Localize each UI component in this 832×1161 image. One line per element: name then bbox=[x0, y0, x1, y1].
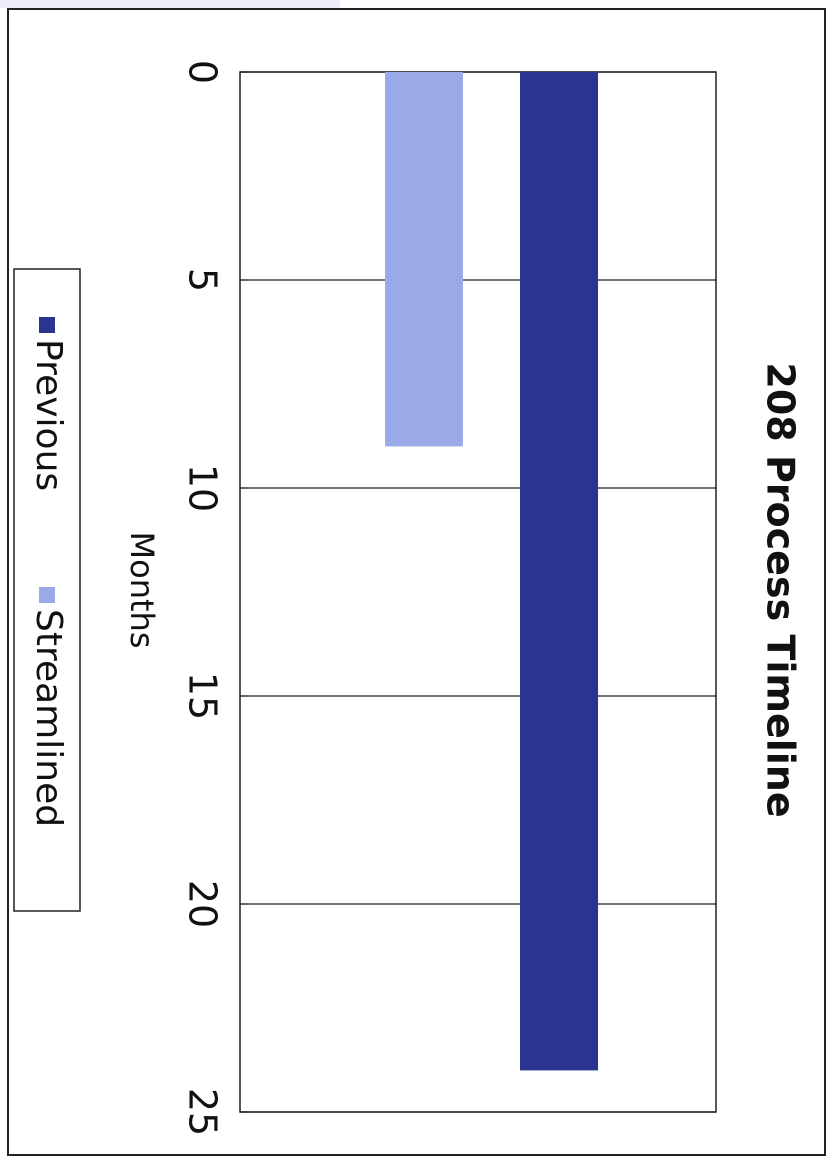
plot-area bbox=[239, 71, 717, 1113]
axis-title: Months bbox=[123, 532, 161, 649]
y-tick-label: 5 bbox=[181, 268, 225, 292]
bar bbox=[385, 72, 463, 447]
legend-swatch bbox=[39, 317, 55, 333]
legend: Previous Streamlined bbox=[13, 268, 81, 912]
y-tick-label: 25 bbox=[181, 1088, 225, 1136]
legend-swatch bbox=[39, 587, 55, 603]
chart-title: 208 Process Timeline bbox=[759, 362, 803, 817]
y-tick-label: 0 bbox=[181, 60, 225, 84]
y-tick-label: 20 bbox=[181, 880, 225, 928]
legend-label: Previous bbox=[28, 339, 69, 491]
y-tick-label: 15 bbox=[181, 672, 225, 720]
legend-label: Streamlined bbox=[28, 609, 69, 827]
bar bbox=[520, 72, 598, 1071]
top-strip bbox=[0, 0, 340, 8]
y-tick-label: 10 bbox=[181, 464, 225, 512]
